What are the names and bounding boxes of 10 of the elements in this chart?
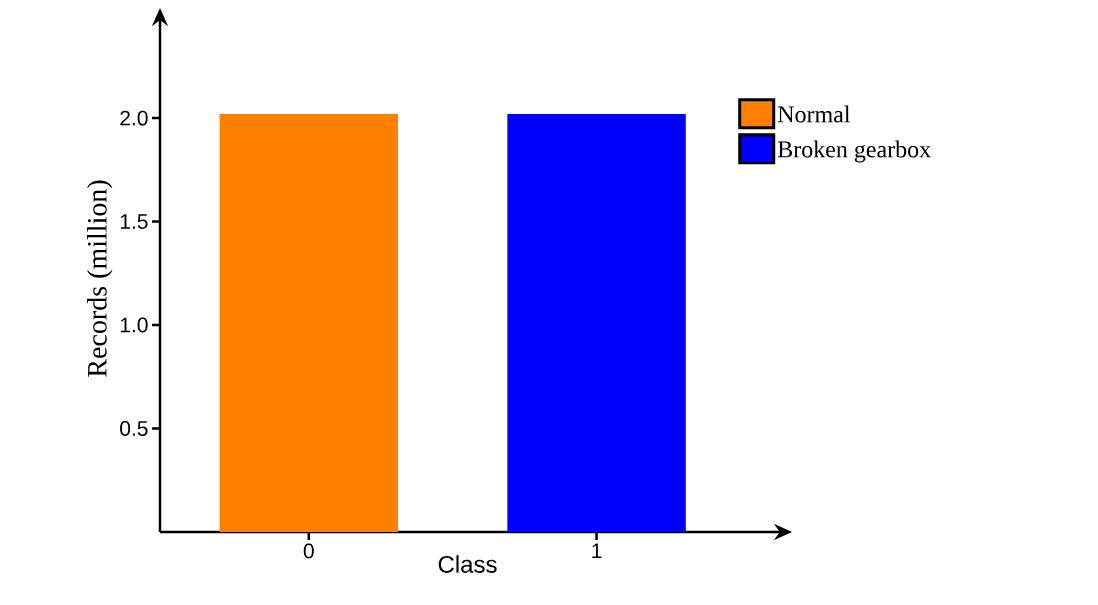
- x-axis-title: Class: [438, 555, 497, 573]
- y-tick-label: 2.0: [120, 110, 148, 126]
- legend-label: Normal: [777, 105, 851, 123]
- y-axis-title: Records (million): [87, 180, 113, 377]
- y-tick-label: 0.5: [120, 421, 148, 436]
- legend-label: Broken gearbox: [777, 140, 931, 163]
- x-tick-label: 1: [592, 543, 602, 558]
- y-tick-label: 1.0: [120, 317, 148, 333]
- x-tick-label: 0: [303, 543, 314, 559]
- y-tick-label: 1.5: [120, 214, 148, 229]
